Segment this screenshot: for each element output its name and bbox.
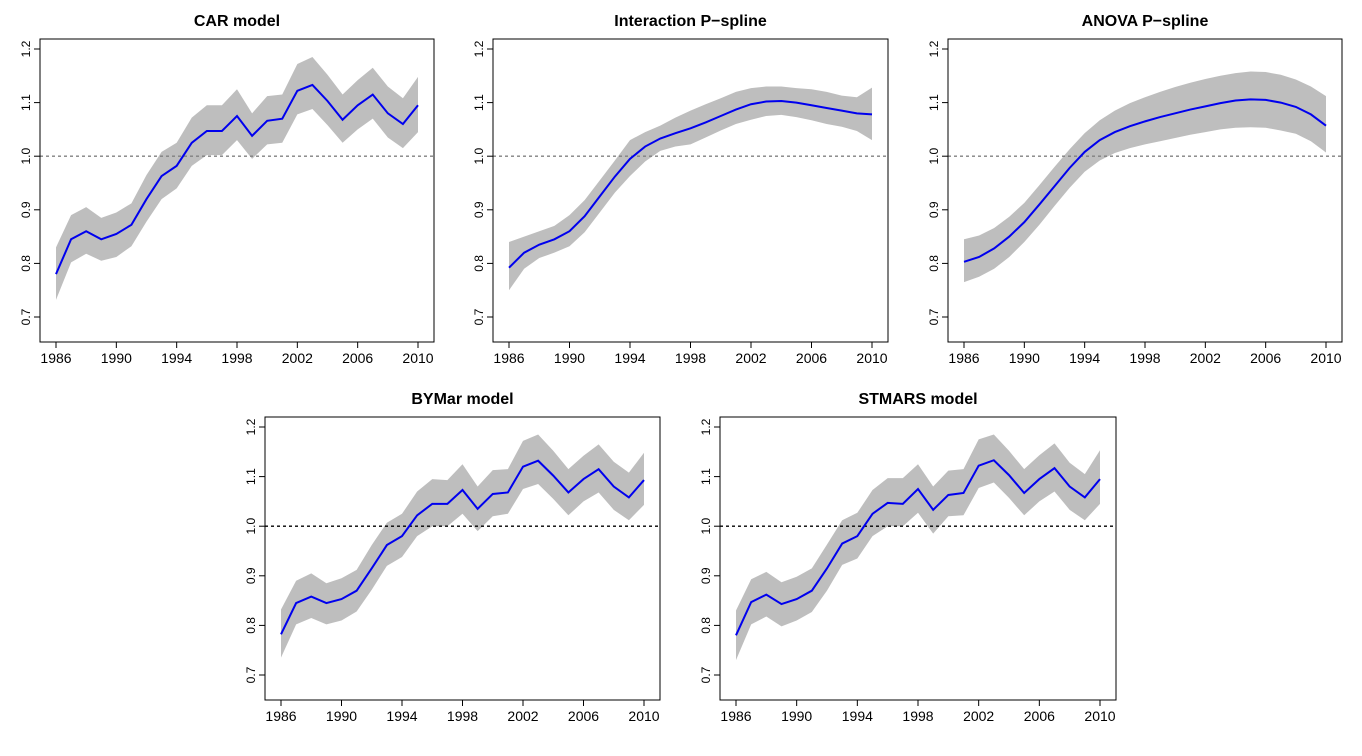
x-tick-label: 1990 <box>554 350 585 366</box>
y-tick-label: 0.8 <box>472 255 486 272</box>
y-tick-label: 0.8 <box>19 255 33 272</box>
x-tick-label: 1986 <box>40 350 71 366</box>
x-tick-label: 2010 <box>1084 708 1115 724</box>
confidence-band <box>736 434 1100 661</box>
x-tick-label: 2006 <box>1024 708 1055 724</box>
y-tick-label: 0.9 <box>927 201 941 218</box>
y-tick-label: 1.2 <box>699 418 713 435</box>
y-tick-label: 1.1 <box>244 468 258 485</box>
plot-frame <box>492 38 889 343</box>
chart-title: STMARS model <box>858 391 977 408</box>
y-tick-label: 1.2 <box>19 40 33 57</box>
x-tick-label: 1994 <box>161 350 192 366</box>
y-tick-label: 0.9 <box>244 567 258 584</box>
confidence-band <box>56 57 418 300</box>
y-tick-label: 1.0 <box>472 148 486 165</box>
y-tick-label: 1.0 <box>244 518 258 535</box>
y-tick-label: 1.0 <box>19 148 33 165</box>
series-line <box>963 98 1327 263</box>
x-tick-label: 2002 <box>282 350 313 366</box>
x-tick-label: 1990 <box>101 350 132 366</box>
confidence-band <box>281 434 644 658</box>
y-tick-label: 1.1 <box>927 94 941 111</box>
chart-title: ANOVA P−spline <box>1082 13 1209 30</box>
x-tick-label: 2006 <box>342 350 373 366</box>
x-tick-label: 1998 <box>221 350 252 366</box>
x-tick-label: 2010 <box>1310 350 1341 366</box>
x-tick-label: 2002 <box>963 708 994 724</box>
x-tick-label: 2010 <box>856 350 887 366</box>
y-tick-label: 1.2 <box>927 40 941 57</box>
series-line <box>735 459 1101 636</box>
x-tick-label: 1994 <box>386 708 417 724</box>
y-tick-label: 1.0 <box>927 148 941 165</box>
x-tick-label: 1986 <box>720 708 751 724</box>
y-tick-label: 0.9 <box>472 201 486 218</box>
y-tick-label: 0.7 <box>472 308 486 325</box>
x-tick-label: 1986 <box>493 350 524 366</box>
x-tick-label: 2006 <box>568 708 599 724</box>
x-tick-label: 1998 <box>675 350 706 366</box>
y-tick-label: 0.7 <box>699 666 713 683</box>
chart-panel: STMARS model 1986 1990 1994 1998 2002 2006 2010… <box>699 391 1117 724</box>
x-tick-label: 1994 <box>1069 350 1100 366</box>
x-tick-label: 1986 <box>948 350 979 366</box>
x-tick-label: 2002 <box>1190 350 1221 366</box>
x-tick-label: 1990 <box>781 708 812 724</box>
y-tick-label: 0.8 <box>927 255 941 272</box>
x-tick-label: 1998 <box>447 708 478 724</box>
x-tick-label: 2006 <box>1250 350 1281 366</box>
chart-panel: BYMar model 1986 1990 1994 1998 2002 2006 2010 0… <box>244 391 661 724</box>
chart-title: Interaction P−spline <box>614 13 767 30</box>
x-tick-label: 1998 <box>902 708 933 724</box>
y-tick-label: 0.7 <box>244 666 258 683</box>
y-tick-label: 0.7 <box>19 308 33 325</box>
x-tick-label: 2010 <box>628 708 659 724</box>
series-line <box>55 83 419 275</box>
x-tick-label: 1994 <box>842 708 873 724</box>
x-tick-label: 1990 <box>326 708 357 724</box>
x-tick-label: 1990 <box>1009 350 1040 366</box>
chart-panel: Interaction P−spline 1986 1990 1994 1998 2002… <box>472 13 889 366</box>
confidence-band <box>964 71 1326 283</box>
series-line <box>280 459 645 635</box>
y-tick-label: 1.2 <box>244 418 258 435</box>
y-tick-label: 0.8 <box>244 617 258 634</box>
series-line <box>508 99 873 269</box>
confidence-band <box>509 86 872 291</box>
x-tick-label: 1998 <box>1129 350 1160 366</box>
x-tick-label: 1986 <box>265 708 296 724</box>
chart-panel: CAR model 1986 1990 1994 1998 2002 2006 2010 0.7… <box>19 13 435 366</box>
y-tick-label: 1.2 <box>472 40 486 57</box>
x-tick-label: 1994 <box>614 350 645 366</box>
x-tick-label: 2010 <box>402 350 433 366</box>
y-tick-label: 0.9 <box>699 567 713 584</box>
y-tick-label: 1.1 <box>699 468 713 485</box>
y-tick-label: 1.1 <box>19 94 33 111</box>
x-tick-label: 2006 <box>796 350 827 366</box>
chart-panel: ANOVA P−spline 1986 1990 1994 1998 2002 2006 20… <box>927 13 1343 366</box>
y-tick-label: 1.1 <box>472 94 486 111</box>
x-tick-label: 2002 <box>507 708 538 724</box>
x-tick-label: 2002 <box>735 350 766 366</box>
chart-title: CAR model <box>194 13 280 30</box>
y-tick-label: 0.9 <box>19 201 33 218</box>
y-tick-label: 0.8 <box>699 617 713 634</box>
y-tick-label: 1.0 <box>699 518 713 535</box>
chart-title: BYMar model <box>411 391 513 408</box>
y-tick-label: 0.7 <box>927 308 941 325</box>
